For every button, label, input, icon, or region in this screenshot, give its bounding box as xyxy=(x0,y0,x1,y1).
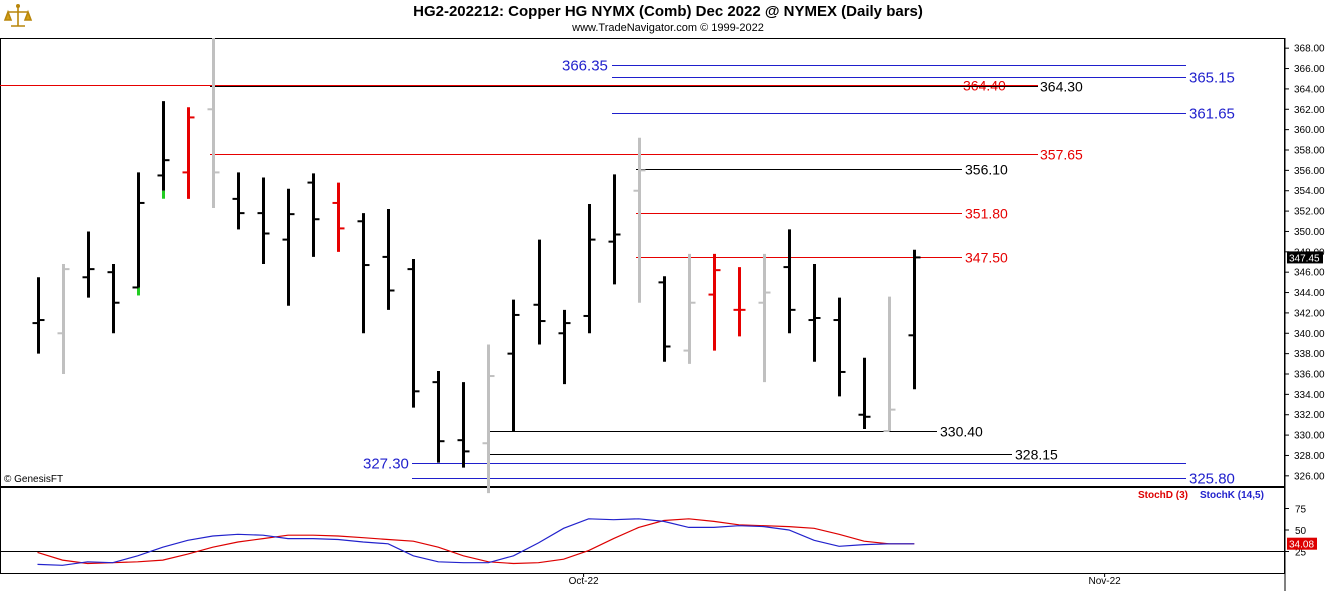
price-tick-label: 358.00 xyxy=(1294,146,1325,157)
ohlc-bar xyxy=(107,264,120,334)
level-label-327-30: 327.30 xyxy=(363,456,409,473)
ohlc-bar xyxy=(382,209,395,310)
ohlc-bar xyxy=(758,253,771,383)
ohlc-bar xyxy=(307,173,320,257)
ohlc-bar xyxy=(658,276,671,362)
price-tick-label: 360.00 xyxy=(1294,125,1325,136)
price-tick-label: 334.00 xyxy=(1294,390,1325,401)
level-label-361-65: 361.65 xyxy=(1189,106,1235,123)
ohlc-bar xyxy=(533,239,546,345)
price-tick-label: 340.00 xyxy=(1294,329,1325,340)
level-label-366-35: 366.35 xyxy=(562,58,608,75)
ohlc-bar xyxy=(257,177,270,265)
legend-stochk: StochK (14,5) xyxy=(1200,490,1264,501)
ohlc-bar xyxy=(883,296,896,433)
x-tick-label: Oct-22 xyxy=(569,576,599,587)
level-label-365-15: 365.15 xyxy=(1189,70,1235,87)
ohlc-bar xyxy=(733,267,746,337)
price-tick-label: 350.00 xyxy=(1294,227,1325,238)
stoch-last-value-box xyxy=(1287,537,1317,550)
price-tick-label: 366.00 xyxy=(1294,64,1325,75)
price-tick-label: 346.00 xyxy=(1294,268,1325,279)
x-tick-label: Nov-22 xyxy=(1089,576,1122,587)
level-label-325-80: 325.80 xyxy=(1189,471,1235,488)
ohlc-bar xyxy=(157,101,170,199)
price-tick-label: 326.00 xyxy=(1294,471,1325,482)
stoch-tick-label: 50 xyxy=(1295,526,1307,537)
price-tick-label: 368.00 xyxy=(1294,44,1325,55)
stoch-last-value-label: 34.08 xyxy=(1289,540,1314,551)
ohlc-bar xyxy=(783,229,796,334)
chart-title: HG2-202212: Copper HG NYMX (Comb) Dec 20… xyxy=(413,3,923,20)
level-label-351-80: 351.80 xyxy=(965,206,1008,222)
ohlc-bar xyxy=(407,258,420,408)
price-tick-label: 336.00 xyxy=(1294,370,1325,381)
price-tick-label: 328.00 xyxy=(1294,451,1325,462)
stoch-tick-label: 75 xyxy=(1295,505,1307,516)
ohlc-bar xyxy=(608,174,621,285)
level-label-364-40: 364.40 xyxy=(963,78,1006,94)
ohlc-bar xyxy=(583,203,596,334)
price-tick-label: 344.00 xyxy=(1294,288,1325,299)
ohlc-bar xyxy=(507,299,520,432)
ohlc-bar xyxy=(633,137,646,303)
last-price-box xyxy=(1287,251,1323,264)
chart-subtitle: www.TradeNavigator.com © 1999-2022 xyxy=(572,22,764,34)
ohlc-bar xyxy=(432,370,445,463)
level-label-364-30: 364.30 xyxy=(1040,79,1083,95)
trade-navigator-logo-icon xyxy=(3,4,33,27)
ohlc-bar xyxy=(457,382,470,468)
ohlc-bar xyxy=(182,107,195,199)
ohlc-bar xyxy=(558,309,571,385)
price-tick-label: 332.00 xyxy=(1294,410,1325,421)
price-tick-label: 356.00 xyxy=(1294,166,1325,177)
last-price-label: 347.45 xyxy=(1289,253,1320,264)
ohlc-bar xyxy=(232,172,245,230)
level-label-347-50: 347.50 xyxy=(965,250,1008,266)
price-tick-label: 338.00 xyxy=(1294,349,1325,360)
price-panel-frame xyxy=(0,38,1285,487)
price-tick-label: 364.00 xyxy=(1294,84,1325,95)
copyright-label: © GenesisFT xyxy=(4,474,64,485)
stochastic-panel-frame xyxy=(0,487,1285,574)
ohlc-bar xyxy=(82,231,95,298)
ohlc-bar xyxy=(683,253,696,364)
ohlc-bar xyxy=(708,253,721,351)
level-label-328-15: 328.15 xyxy=(1015,447,1058,463)
ohlc-bar xyxy=(332,182,345,252)
ohlc-bar xyxy=(57,264,70,374)
price-tick-label: 354.00 xyxy=(1294,186,1325,197)
price-tick-label: 352.00 xyxy=(1294,207,1325,218)
stoch-tick-label: 25 xyxy=(1295,548,1307,559)
stoch-series-stochk xyxy=(37,518,915,566)
ohlc-bar xyxy=(32,277,45,354)
ohlc-bar xyxy=(908,249,921,390)
ohlc-bar xyxy=(132,172,145,296)
level-label-330-40: 330.40 xyxy=(940,424,983,440)
stoch-series-stochd xyxy=(37,518,915,565)
ohlc-bar xyxy=(833,297,846,397)
price-tick-label: 330.00 xyxy=(1294,431,1325,442)
price-tick-label: 362.00 xyxy=(1294,105,1325,116)
ohlc-bar xyxy=(282,188,295,306)
ohlc-bar xyxy=(808,264,821,362)
ohlc-bar xyxy=(207,38,220,209)
level-label-357-65: 357.65 xyxy=(1040,147,1083,163)
legend-stochd: StochD (3) xyxy=(1138,490,1188,501)
ohlc-bar xyxy=(482,344,495,494)
price-tick-label: 342.00 xyxy=(1294,308,1325,319)
ohlc-bar xyxy=(858,357,871,429)
ohlc-bar xyxy=(357,213,370,334)
level-label-356-10: 356.10 xyxy=(965,162,1008,178)
